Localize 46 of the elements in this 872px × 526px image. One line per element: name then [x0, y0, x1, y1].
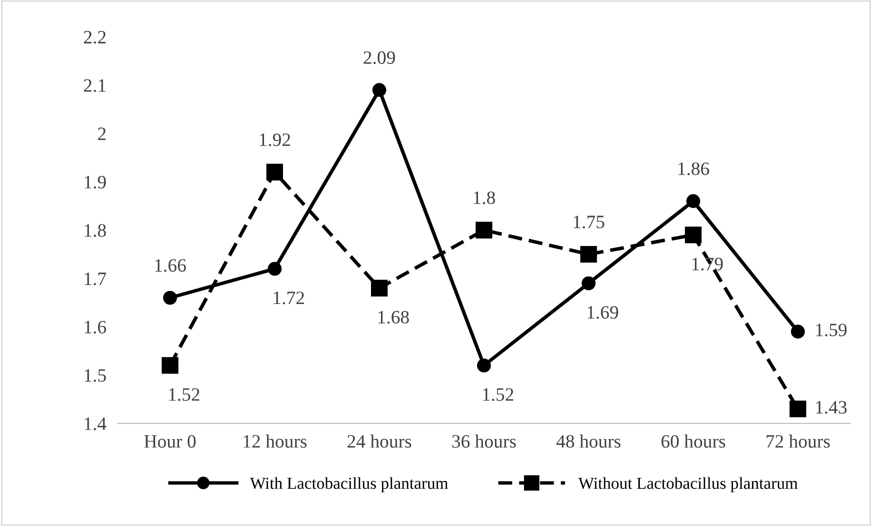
point [268, 262, 282, 276]
y-tick-label: 1.8 [84, 224, 106, 237]
y-tick-label: 1.4 [84, 418, 106, 430]
y-tick-label: 1.7 [84, 272, 106, 286]
point [686, 194, 700, 208]
x-tick-label: 60 hours [661, 434, 726, 448]
y-tick-label: 1.6 [84, 320, 106, 334]
x-tick-label: 72 hours [766, 434, 830, 448]
point [163, 290, 177, 305]
data-label: 1.68 [378, 310, 409, 324]
point [684, 226, 702, 244]
data-label: 1.79 [692, 258, 723, 270]
data-label: 1.72 [274, 292, 304, 304]
point [372, 83, 386, 97]
legend-label: With Lactobacillus plantarum [250, 477, 448, 492]
data-label: 1.86 [678, 162, 710, 176]
data-label: 1.75 [574, 216, 604, 228]
point [477, 358, 491, 372]
data-label: 1.66 [155, 259, 186, 272]
y-tick-label: 1.5 [84, 369, 106, 382]
point [162, 357, 178, 374]
y-tick-label: 1.9 [84, 176, 106, 189]
point [790, 324, 805, 339]
y-tick-label: 2.1 [84, 79, 106, 92]
y-tick-label: 2.2 [84, 30, 106, 44]
legend-label: Without Lactobacillus plantarum [578, 477, 798, 492]
x-tick-label: 12 hours [244, 434, 307, 448]
data-label: 1.69 [588, 306, 618, 319]
point [582, 276, 596, 290]
data-label: 2.09 [364, 51, 395, 64]
data-label: 1.43 [816, 401, 847, 414]
point [476, 222, 492, 238]
data-label: 1.52 [169, 388, 200, 401]
x-tick-label: 24 hours [348, 434, 412, 448]
point [790, 400, 806, 418]
data-label: 1.92 [260, 134, 290, 146]
data-label: 1.8 [474, 191, 495, 204]
y-tick-label: 2 [98, 128, 106, 140]
data-label: 1.59 [816, 324, 847, 336]
data-label: 1.52 [483, 388, 514, 401]
x-tick-label: Hour 0 [144, 435, 196, 448]
x-tick-label: 48 hours [556, 434, 620, 448]
point [370, 280, 388, 296]
x-tick-label: 36 hours [452, 434, 516, 448]
point [580, 246, 597, 263]
point [266, 164, 284, 180]
